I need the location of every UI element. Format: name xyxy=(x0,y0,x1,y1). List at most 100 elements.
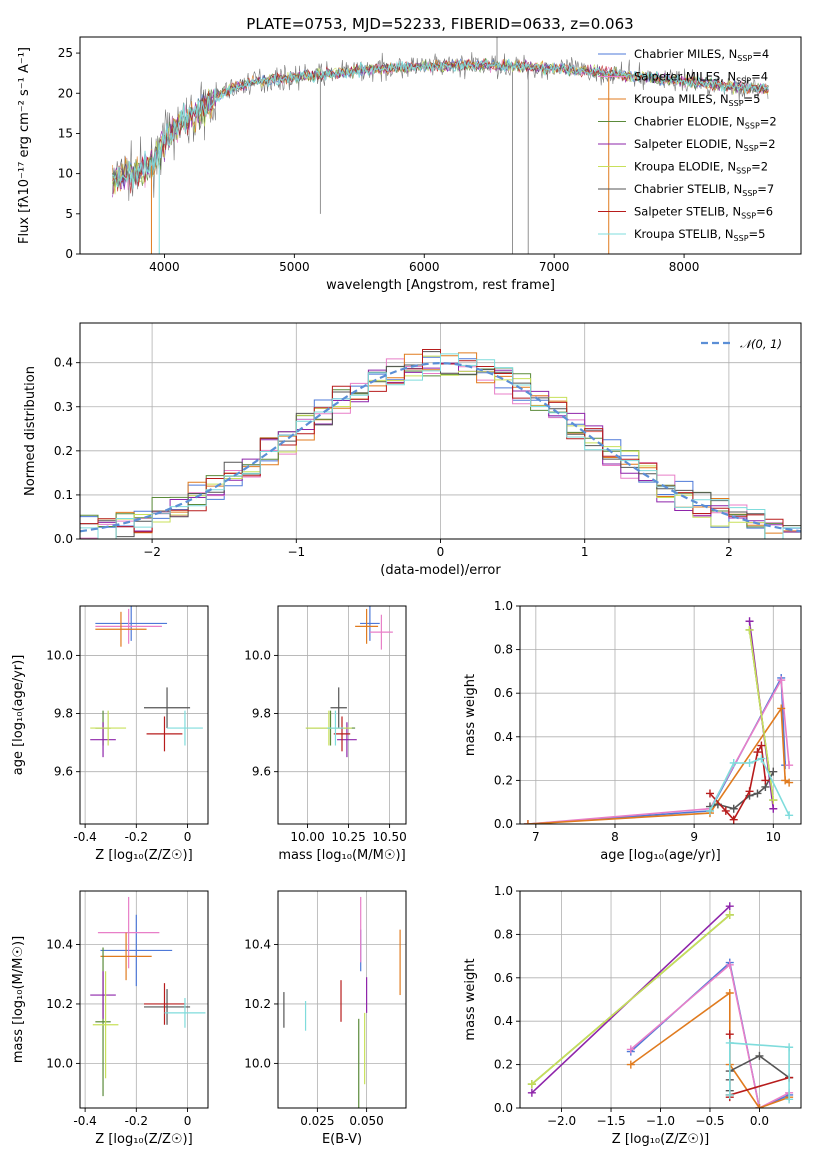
series-kroupa-elodie xyxy=(745,625,778,805)
y-tick-label: 25 xyxy=(58,46,73,60)
y-tick-label: 0.0 xyxy=(54,532,73,546)
panel-spectrum: 4000 5000 6000 7000 8000 0 5 10 15 20 25 wavelength… xyxy=(17,36,802,293)
point-chabrier-miles xyxy=(95,606,168,641)
plus-marker xyxy=(777,676,786,685)
legend-subscript: SSP xyxy=(744,144,759,153)
plus-marker xyxy=(753,789,762,798)
axes-frame xyxy=(79,322,802,540)
y-tick-label: 5 xyxy=(65,207,73,221)
y-tick-label: 0.0 xyxy=(494,817,513,831)
residual-legend: 𝒩(0, 1) xyxy=(701,337,782,351)
legend-entry: Chabrier ELODIE, NSSP=2 xyxy=(634,115,777,131)
x-tick-label: 0 xyxy=(184,830,192,844)
legend-count: =2 xyxy=(759,137,776,151)
x-tick-label: 0.025 xyxy=(300,1114,334,1128)
y-tick-label: 0.8 xyxy=(494,643,513,657)
plus-marker xyxy=(757,754,766,763)
plus-marker xyxy=(725,1030,734,1039)
panels: 4000 5000 6000 7000 80000510152025wavelength… xyxy=(11,36,802,1147)
point-kroupa-miles xyxy=(100,932,152,981)
point-salpeter-stelib xyxy=(146,716,183,752)
y-tick-label: 0.4 xyxy=(494,730,513,744)
x-tick-label: 0.050 xyxy=(349,1114,383,1128)
y-tick-label: 0.1 xyxy=(54,488,73,502)
legend-count: =6 xyxy=(756,205,773,219)
plot-area xyxy=(520,891,801,1108)
y-tick-label: 10.4 xyxy=(244,938,271,952)
series-kroupa-stelib xyxy=(705,754,794,820)
plus-marker xyxy=(745,787,754,796)
y-tick-label: 9.8 xyxy=(54,707,73,721)
legend-entry: Chabrier STELIB, NSSP=7 xyxy=(634,182,774,198)
legend-subscript: SSP xyxy=(736,77,751,86)
x-tick-label: 9 xyxy=(690,830,698,844)
x-tick-label: −2 xyxy=(143,545,161,559)
legend-label: Chabrier STELIB, N xyxy=(634,182,742,196)
x-tick-label: −1 xyxy=(287,545,305,559)
plus-marker xyxy=(523,820,532,824)
x-axis-label: Z [log₁₀(Z/Z☉)] xyxy=(95,1132,192,1147)
point-chabrier-stelib xyxy=(330,687,347,729)
point-salpeter-elodie xyxy=(90,971,116,1019)
y-axis-label: mass weight xyxy=(463,674,478,756)
x-tick-label: 7 xyxy=(532,830,540,844)
y-tick-label: 0.0 xyxy=(494,1101,513,1115)
plus-marker xyxy=(785,761,794,770)
plus-marker xyxy=(729,815,738,824)
x-tick-label: -0.4 xyxy=(73,1114,96,1128)
legend-count: =4 xyxy=(751,70,768,84)
legend-entry: Kroupa STELIB, NSSP=5 xyxy=(634,227,765,243)
series-line xyxy=(527,677,790,824)
y-tick-label: 20 xyxy=(58,86,73,100)
y-tick-label: 10.2 xyxy=(46,997,73,1011)
plus-marker xyxy=(725,902,734,911)
x-tick-label: 0.0 xyxy=(750,1114,769,1128)
legend-count: =5 xyxy=(744,92,761,106)
y-tick-label: 9.6 xyxy=(252,765,271,779)
plus-marker xyxy=(745,617,754,626)
legend-subscript: SSP xyxy=(729,99,744,108)
point-salpeter-miles xyxy=(95,608,162,644)
plus-marker xyxy=(626,1045,635,1054)
legend-label: Kroupa ELODIE, N xyxy=(634,160,736,174)
x-tick-label: 6000 xyxy=(409,260,440,274)
x-tick-label: 2 xyxy=(725,545,733,559)
plus-marker xyxy=(769,767,778,776)
y-tick-label: 0 xyxy=(65,247,73,261)
y-tick-label: 0.2 xyxy=(494,1058,513,1072)
panel-residuals: −2 −1 0 1 2 0.0 0.1 0.2 0.3 0.4 (data-model)/error… xyxy=(23,322,802,578)
x-tick-label: 5000 xyxy=(279,260,310,274)
x-tick-label: 1 xyxy=(581,545,589,559)
legend-count: =5 xyxy=(749,227,766,241)
plus-marker xyxy=(705,806,714,815)
legend-entry: Salpeter MILES, NSSP=4 xyxy=(634,70,768,86)
point-salpeter-miles xyxy=(369,614,393,650)
legend-subscript: SSP xyxy=(742,189,757,198)
series-line xyxy=(729,1042,790,1100)
plus-marker xyxy=(725,1038,734,1047)
legend-entry: Kroupa ELODIE, NSSP=2 xyxy=(634,160,768,176)
y-axis-label: mass [log₁₀(M/M☉)] xyxy=(11,936,26,1063)
plus-marker xyxy=(777,704,786,713)
y-tick-label: 15 xyxy=(58,126,73,140)
plus-marker xyxy=(785,811,794,820)
point-salpeter-stelib xyxy=(144,983,185,1025)
y-tick-label: 10.2 xyxy=(244,997,271,1011)
y-tick-label: 0.4 xyxy=(54,356,73,370)
series-salpeter-stelib xyxy=(705,741,770,824)
y-tick-label: 10 xyxy=(58,167,73,181)
x-tick-label: −2.0 xyxy=(547,1114,576,1128)
panel-weight-vs-age: 7 8 9 10 0.0 0.2 0.4 0.6 0.8 1.0 age [log₁₀(age/yr… xyxy=(463,599,802,863)
legend-label: Kroupa MILES, N xyxy=(634,92,729,106)
plus-marker xyxy=(725,910,734,919)
y-tick-label: 0.2 xyxy=(54,444,73,458)
legend-count: =7 xyxy=(757,182,774,196)
axes-frame xyxy=(79,890,209,1109)
legend-subscript: SSP xyxy=(737,54,752,63)
series-line xyxy=(630,963,790,1108)
panel-weight-vs-Z: −2.0 −1.5 −1.0 −0.5 0.0 0.0 0.2 0.4 0.6 0.8 1.0 Z [… xyxy=(463,884,802,1147)
y-tick-label: 0.6 xyxy=(494,971,513,985)
axes-frame xyxy=(79,605,209,825)
x-tick-label: -0.2 xyxy=(125,1114,148,1128)
